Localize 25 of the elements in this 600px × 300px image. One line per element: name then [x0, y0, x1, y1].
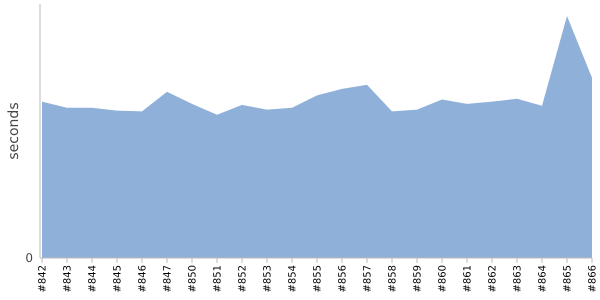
x-tick-label: #866 — [588, 265, 598, 292]
x-tick-label: #852 — [238, 265, 248, 292]
x-tick-label: #847 — [162, 265, 174, 292]
x-tick-label: #845 — [112, 265, 124, 292]
x-tick-label: #858 — [388, 265, 398, 292]
x-tick-label: #865 — [562, 265, 574, 292]
x-tick-label: #851 — [212, 265, 224, 292]
x-tick-label: #853 — [262, 265, 274, 292]
x-tick-label: #864 — [538, 265, 548, 292]
x-tick-label: #842 — [38, 265, 48, 292]
x-tick-label: #850 — [188, 265, 198, 292]
x-tick-label: #860 — [438, 265, 448, 292]
x-tick-label: #859 — [412, 265, 424, 292]
x-tick-label: #863 — [512, 265, 524, 292]
x-tick-label: #862 — [488, 265, 498, 292]
text: 0 — [25, 251, 33, 265]
x-tick-label: #856 — [338, 265, 348, 292]
x-tick-label: #854 — [288, 265, 298, 292]
x-tick-label: #855 — [312, 265, 324, 292]
x-tick-label: #843 — [62, 265, 74, 292]
x-tick-label: #846 — [138, 265, 148, 292]
x-tick-label: #861 — [462, 265, 474, 292]
y-axis-title: seconds — [6, 102, 22, 160]
x-tick-label: #857 — [362, 265, 374, 292]
x-tick-label: #844 — [88, 265, 98, 292]
